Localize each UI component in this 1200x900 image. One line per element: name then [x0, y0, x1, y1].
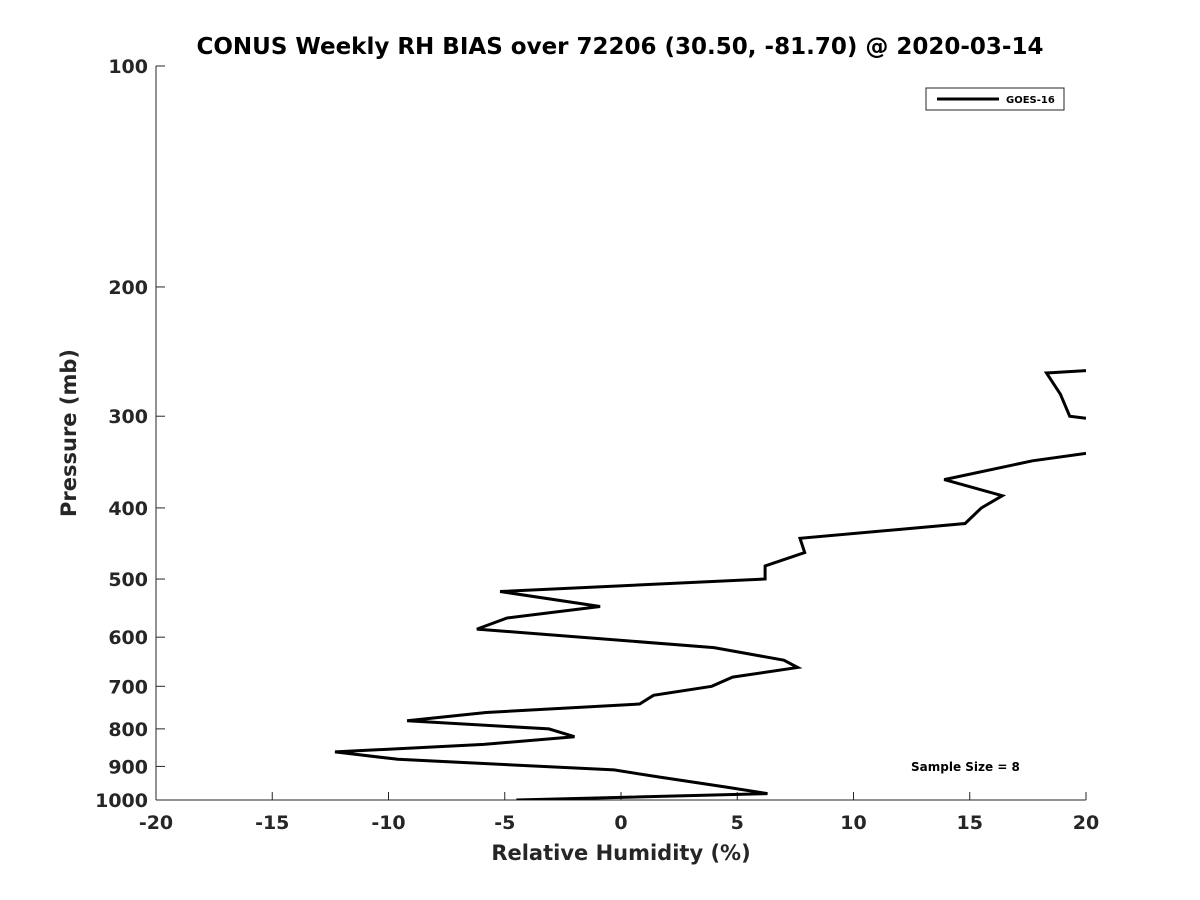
x-axis-label: Relative Humidity (%) [491, 841, 750, 865]
y-tick-label: 1000 [95, 790, 148, 812]
y-tick-label: 700 [108, 676, 148, 698]
y-tick-label: 400 [108, 498, 148, 520]
legend: GOES-16 [925, 87, 1065, 111]
x-tick-label: 5 [731, 812, 744, 834]
x-ticks: -20 -15 -10 -5 0 5 10 15 20 [139, 792, 1099, 834]
series-line-goes-16 [1043, 369, 1086, 420]
y-tick-label: 100 [108, 56, 148, 78]
y-tick-label: 900 [108, 756, 148, 778]
y-tick-label: 600 [108, 627, 148, 649]
y-ticks: 100 200 300 400 500 600 700 800 900 1000 [95, 56, 165, 812]
y-tick-label: 500 [108, 569, 148, 591]
series-line-goes-16 [334, 451, 1086, 800]
legend-label-goes-16: GOES-16 [1006, 95, 1055, 106]
x-tick-label: 20 [1073, 812, 1099, 834]
x-tick-label: 15 [957, 812, 983, 834]
series-layer [334, 369, 1086, 800]
x-tick-label: -20 [139, 812, 173, 834]
y-axis-label: Pressure (mb) [57, 349, 81, 517]
sample-size-annotation: Sample Size = 8 [911, 760, 1020, 774]
x-tick-label: -5 [494, 812, 515, 834]
y-tick-label: 200 [108, 277, 148, 299]
x-tick-label: 10 [840, 812, 866, 834]
x-tick-label: 0 [614, 812, 627, 834]
x-tick-label: -10 [371, 812, 405, 834]
chart-title: CONUS Weekly RH BIAS over 72206 (30.50, … [196, 34, 1043, 60]
y-tick-label: 300 [108, 406, 148, 428]
y-tick-label: 800 [108, 719, 148, 741]
x-tick-label: -15 [255, 812, 289, 834]
